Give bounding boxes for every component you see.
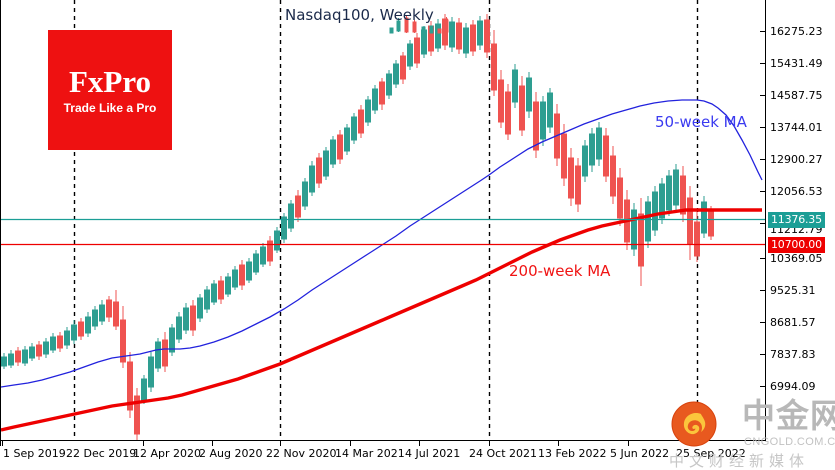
- fxpro-tagline: Trade Like a Pro: [63, 101, 157, 115]
- y-tick-mark: [760, 31, 766, 32]
- y-axis-label: 12900.27: [770, 153, 823, 166]
- y-tick-mark: [760, 386, 766, 387]
- x-tick-mark: [280, 441, 281, 446]
- x-axis-label: 1 Sep 2019: [3, 447, 66, 460]
- y-axis-label: 9525.31: [770, 284, 816, 297]
- ma200-line: [1, 208, 762, 432]
- plot-area-frame: [0, 0, 766, 441]
- y-axis-label: 12056.53: [770, 185, 823, 198]
- x-axis-label: 5 Jun 2022: [610, 447, 670, 460]
- candlestick-series: [1, 14, 714, 440]
- x-tick-mark: [558, 441, 559, 446]
- cngold-watermark: 中金网 CNGOLD.COM.CN 中文财经新媒体: [668, 398, 835, 470]
- y-axis-label: 13744.01: [770, 121, 823, 134]
- fxpro-wordmark: FxPro: [68, 64, 152, 99]
- y-tick-mark: [760, 127, 766, 128]
- x-tick-mark: [489, 441, 490, 446]
- x-tick-mark: [628, 441, 629, 446]
- x-tick-mark: [419, 441, 420, 446]
- x-axis-label: 24 Oct 2021: [469, 447, 538, 460]
- plot-left-axis-line: [0, 0, 1, 441]
- y-tick-mark: [760, 63, 766, 64]
- y-axis-label: 14587.75: [770, 89, 823, 102]
- y-tick-mark: [760, 258, 766, 259]
- ma50-line: [1, 99, 763, 388]
- x-tick-mark: [143, 441, 144, 446]
- x-tick-mark: [0, 441, 1, 446]
- x-axis-label: 2 Aug 2020: [199, 447, 263, 460]
- y-tick-mark: [760, 322, 766, 323]
- y-tick-mark: [760, 223, 766, 224]
- fxpro-logo: FxPro Trade Like a Pro: [48, 30, 172, 150]
- y-axis-label: 10369.05: [770, 252, 823, 265]
- chart-title: Nasdaq100, Weekly: [285, 6, 434, 24]
- x-tick-mark: [212, 441, 213, 446]
- x-tick-mark: [2, 441, 3, 446]
- y-axis-label: 6994.09: [770, 380, 816, 393]
- current-price-badge: 11376.35: [768, 212, 825, 228]
- y-tick-mark: [760, 191, 766, 192]
- ma50-annotation-label: 50-week MA: [655, 113, 747, 131]
- cngold-name-cn: 中金网: [742, 396, 835, 435]
- title-candle-decoration: [389, 15, 449, 34]
- y-tick-mark: [760, 159, 766, 160]
- x-axis-label: 22 Nov 2020: [266, 447, 337, 460]
- x-axis-label: 14 Mar 2021: [335, 447, 405, 460]
- x-axis-label: 25 Sep 2022: [676, 447, 746, 460]
- cngold-logo-icon: [671, 401, 717, 447]
- y-axis-label: 15431.49: [770, 57, 823, 70]
- x-tick-mark: [350, 441, 351, 446]
- y-tick-mark: [760, 95, 766, 96]
- y-tick-mark: [760, 354, 766, 355]
- cngold-slogan: 中文财经新媒体: [669, 452, 810, 470]
- y-axis-label: 11212.79: [770, 223, 823, 236]
- y-tick-mark: [760, 290, 766, 291]
- cngold-domain: CNGOLD.COM.CN: [744, 436, 835, 448]
- y-axis-label: 7837.83: [770, 348, 816, 361]
- x-axis-label: 22 Dec 2019: [66, 447, 137, 460]
- x-axis-label: 12 Apr 2020: [133, 447, 202, 460]
- y-axis-label: 8681.57: [770, 316, 816, 329]
- support-price-badge: 10700.00: [768, 237, 825, 253]
- ma200-annotation-label: 200-week MA: [509, 262, 611, 280]
- x-axis-label: 4 Jul 2021: [405, 447, 461, 460]
- x-axis-label: 13 Feb 2022: [538, 447, 607, 460]
- y-axis-label: 16275.23: [770, 25, 823, 38]
